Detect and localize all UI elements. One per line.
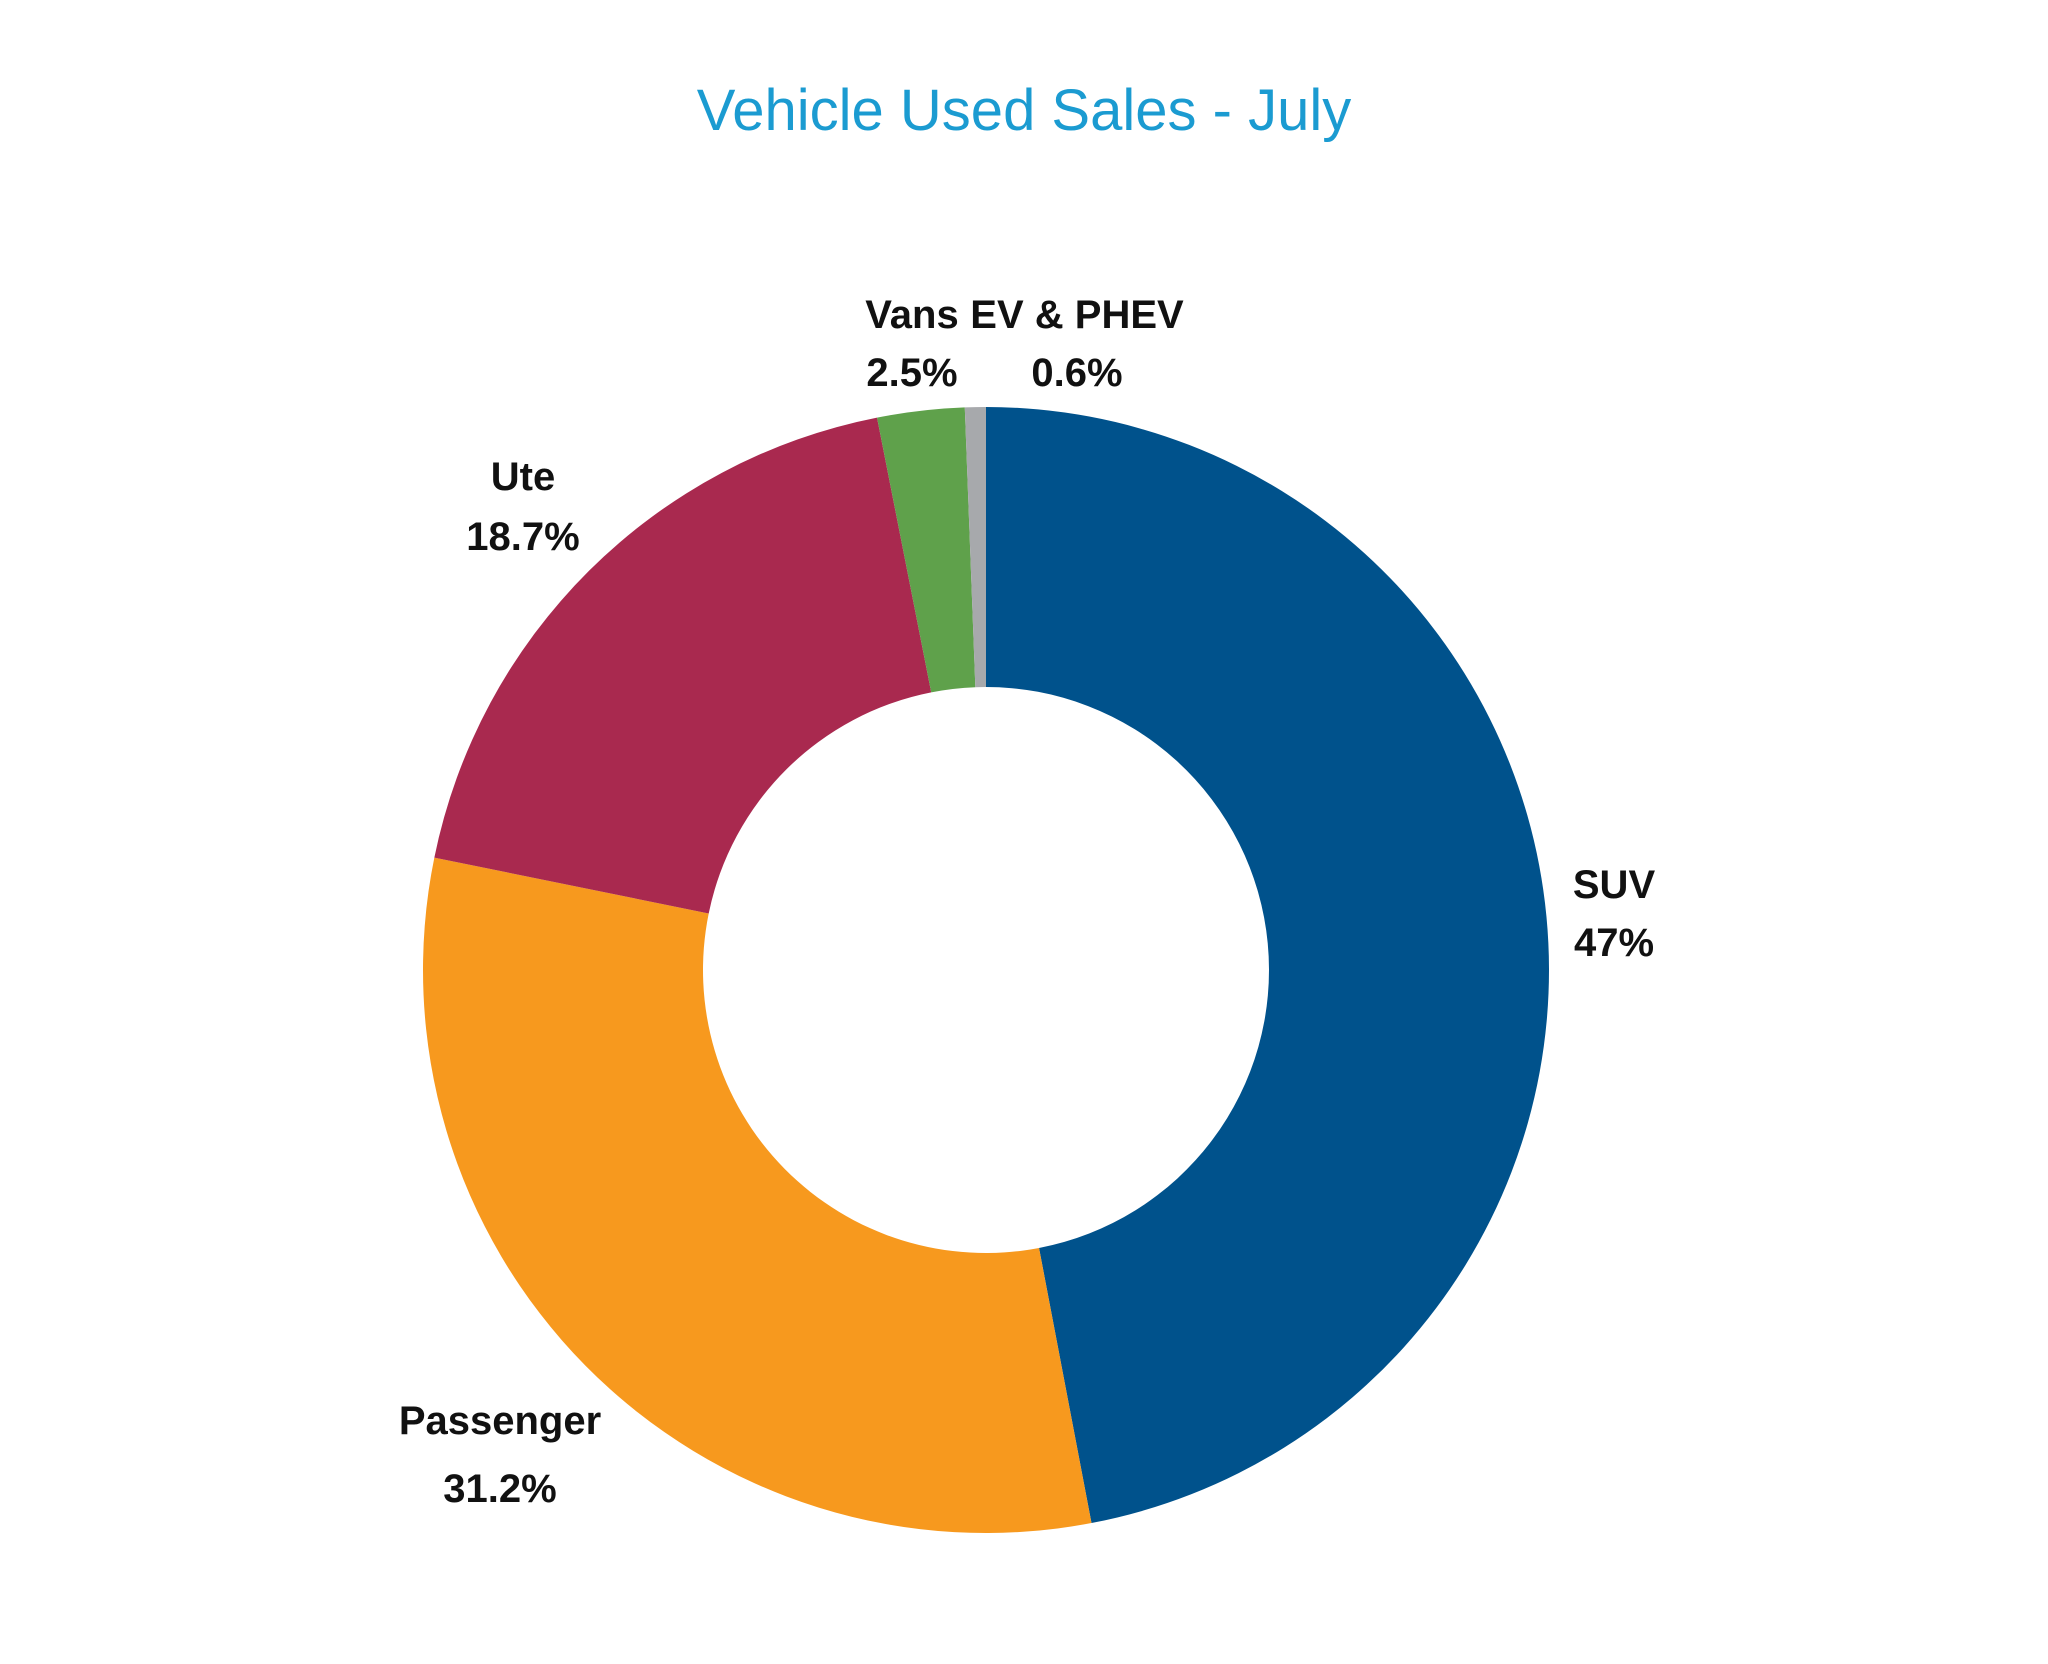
slice-value-label: 47% [1574, 921, 1654, 965]
slice-name-label: SUV [1573, 863, 1656, 907]
slice-name-label: Passenger [399, 1399, 601, 1443]
slice-value-label: 31.2% [443, 1467, 556, 1511]
slice-name-label: Ute [491, 455, 555, 499]
slice-labels: SUV 47% Passenger 31.2% Ute 18.7% Vans 2.5% EV &… [399, 293, 1656, 1511]
slice-value-label: 18.7% [466, 515, 579, 559]
slice-suv [986, 407, 1549, 1524]
chart-title: Vehicle Used Sales - July [697, 78, 1351, 143]
slice-value-label: 2.5% [866, 351, 957, 395]
slice-value-label: 0.6% [1031, 351, 1122, 395]
slice-vans [877, 407, 976, 693]
donut-slices [423, 407, 1549, 1533]
slice-name-label: Vans [865, 293, 958, 337]
slice-name-label: EV & PHEV [970, 293, 1184, 337]
slice-passenger [423, 857, 1092, 1533]
slice-ev-phev [964, 407, 986, 688]
slice-ute [434, 417, 932, 914]
